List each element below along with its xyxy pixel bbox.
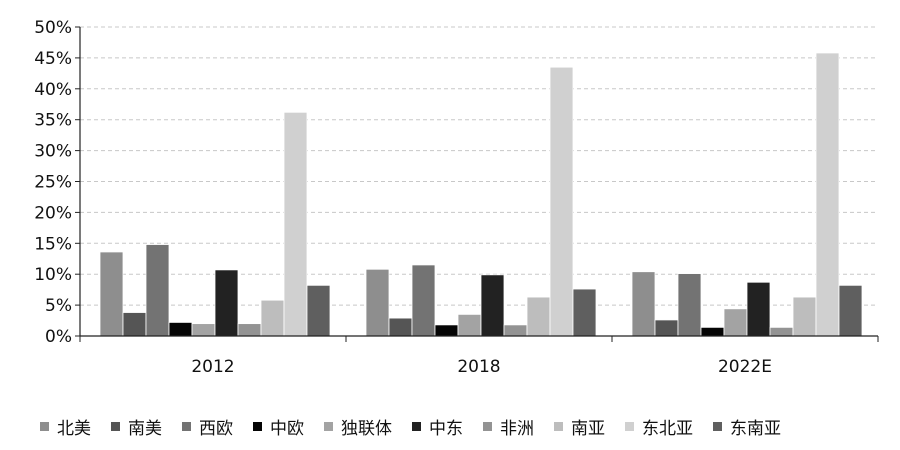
bar: [168, 322, 193, 337]
legend-swatch: [412, 421, 421, 431]
x-tick-label: 2018: [457, 357, 500, 377]
legend-swatch: [40, 421, 49, 431]
legend-label: 东北亚: [642, 418, 693, 439]
bar: [792, 296, 817, 337]
axes: [75, 26, 879, 342]
legend-label: 中欧: [270, 418, 304, 439]
bar: [838, 284, 863, 337]
y-tick-labels: 0% 5% 10% 15% 20% 25% 30% 35% 40% 45% 50%: [34, 18, 72, 347]
bar: [457, 313, 482, 337]
bar: [677, 273, 702, 337]
legend-label: 西欧: [199, 418, 233, 439]
bar: [145, 244, 170, 337]
legend-item: 独联体: [324, 414, 392, 439]
legend-swatch: [554, 421, 563, 431]
y-tick-label: 25%: [34, 173, 72, 193]
legend-item: 北美: [40, 414, 91, 439]
bar: [122, 312, 147, 337]
bar: [214, 269, 239, 337]
bar: [746, 281, 771, 337]
bar: [480, 274, 505, 337]
y-tick-label: 10%: [34, 265, 72, 285]
bar: [260, 299, 285, 337]
legend-item: 东北亚: [625, 414, 693, 439]
bar: [631, 271, 656, 337]
legend-swatch: [324, 421, 333, 431]
bar: [769, 326, 794, 337]
legend-item: 中东: [412, 414, 463, 439]
y-tick-label: 30%: [34, 142, 72, 162]
bar: [700, 326, 725, 337]
y-tick-label: 0%: [45, 327, 72, 347]
bar: [191, 323, 216, 337]
bar: [365, 268, 390, 337]
legend-label: 南美: [128, 418, 162, 439]
legend-item: 南亚: [554, 414, 605, 439]
y-tick-label: 50%: [34, 18, 72, 38]
legend-label: 东南亚: [730, 418, 781, 439]
y-tick-label: 15%: [34, 234, 72, 254]
bar: [237, 323, 262, 337]
bars: [99, 52, 863, 337]
bar: [99, 251, 124, 337]
legend-swatch: [625, 421, 634, 431]
y-tick-label: 40%: [34, 80, 72, 100]
legend-swatch: [253, 421, 262, 431]
legend-label: 南亚: [571, 418, 605, 439]
bar: [434, 324, 459, 337]
legend-item: 中欧: [253, 414, 304, 439]
legend-label: 中东: [429, 418, 463, 439]
chart-legend: 北美 南美 西欧 中欧 独联体 中东 非洲 南亚 东北亚 东南亚: [40, 412, 900, 440]
bar: [503, 324, 528, 337]
bar: [549, 66, 574, 337]
bar: [654, 319, 679, 337]
x-tick-labels: 2012 2018 2022E: [191, 357, 772, 377]
legend-label: 北美: [57, 418, 91, 439]
legend-item: 南美: [111, 414, 162, 439]
legend-item: 西欧: [182, 414, 233, 439]
legend-label: 非洲: [500, 418, 534, 439]
y-tick-label: 45%: [34, 49, 72, 69]
bar: [572, 288, 597, 337]
bar: [306, 284, 331, 337]
legend-item: 东南亚: [713, 414, 781, 439]
bar: [283, 111, 308, 337]
legend-swatch: [111, 421, 120, 431]
bar: [723, 308, 748, 337]
legend-item: 非洲: [483, 414, 534, 439]
x-tick-label: 2022E: [718, 357, 772, 377]
x-tick-label: 2012: [191, 357, 234, 377]
bar: [388, 317, 413, 337]
y-tick-label: 20%: [34, 203, 72, 223]
legend-swatch: [713, 421, 722, 431]
bar: [411, 264, 436, 337]
legend-swatch: [182, 421, 191, 431]
bar: [815, 52, 840, 337]
bar: [526, 296, 551, 337]
y-tick-label: 5%: [45, 296, 72, 316]
y-tick-label: 35%: [34, 111, 72, 131]
legend-label: 独联体: [341, 418, 392, 439]
gridlines: [80, 26, 878, 306]
legend-swatch: [483, 421, 492, 431]
bar-chart: 0% 5% 10% 15% 20% 25% 30% 35% 40% 45% 50% 2012 2018…: [34, 18, 879, 377]
